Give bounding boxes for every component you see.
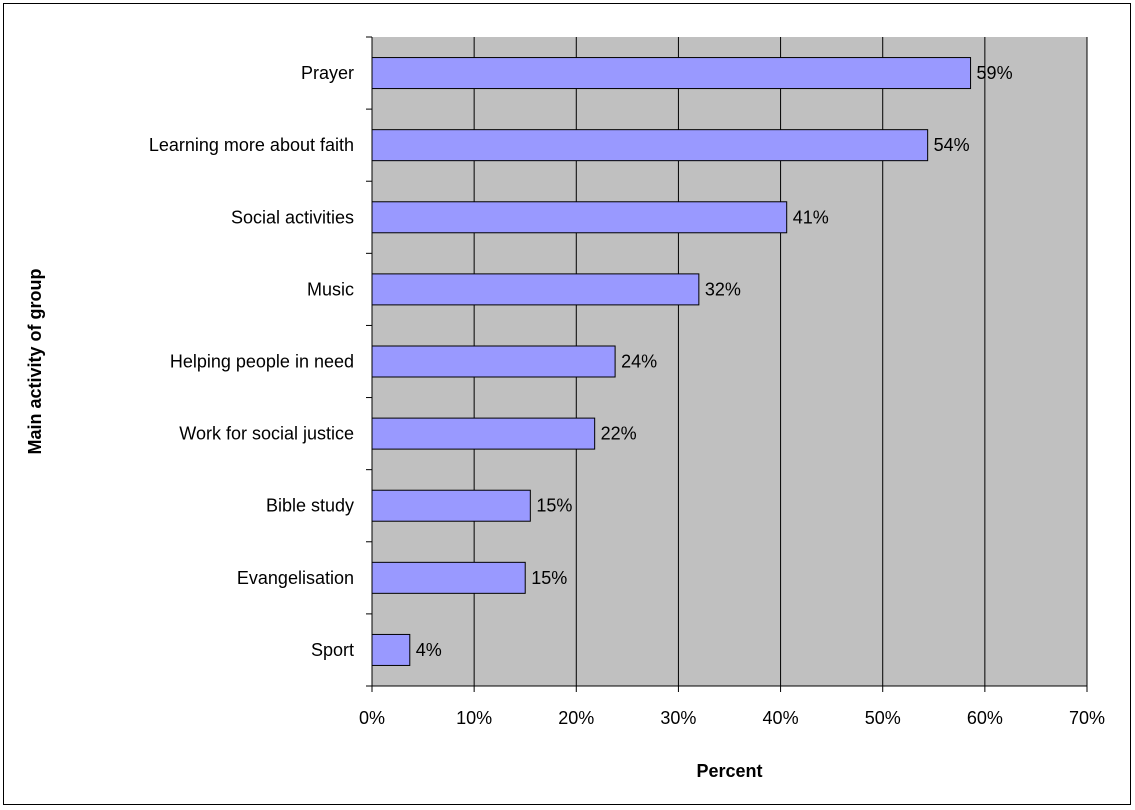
labels: 0% 10% 20% 30% 40% 50% 60% 70% Prayer 59% Learning…	[149, 63, 1105, 728]
category-label: Prayer	[301, 63, 354, 83]
category-label: Sport	[311, 640, 354, 660]
x-tick-label: 0%	[359, 708, 385, 728]
category-label: Helping people in need	[170, 352, 354, 372]
x-tick-label: 30%	[660, 708, 696, 728]
bar	[371, 129, 929, 162]
data-label: 24%	[621, 352, 657, 372]
category-label: Music	[307, 279, 354, 299]
category-label: Social activities	[231, 207, 354, 227]
data-label: 59%	[977, 63, 1013, 83]
category-label: Work for social justice	[179, 424, 354, 444]
data-label: 41%	[793, 207, 829, 227]
x-tick-label: 20%	[558, 708, 594, 728]
bar	[371, 273, 700, 306]
x-tick-label: 70%	[1069, 708, 1105, 728]
data-label: 4%	[416, 640, 442, 660]
bar	[371, 201, 788, 234]
x-axis-title: Percent	[696, 761, 762, 781]
x-tick-label: 10%	[456, 708, 492, 728]
bar	[371, 489, 531, 522]
data-label: 54%	[934, 135, 970, 155]
category-label: Evangelisation	[237, 568, 354, 588]
bar	[371, 345, 616, 378]
data-label: 32%	[705, 279, 741, 299]
bars	[371, 57, 972, 666]
bar	[371, 561, 526, 594]
axes	[366, 36, 1088, 692]
y-axis-title: Main activity of group	[25, 268, 45, 454]
bar	[371, 633, 411, 666]
data-label: 15%	[536, 496, 572, 516]
category-label: Learning more about faith	[149, 135, 354, 155]
bar	[371, 417, 596, 450]
x-tick-label: 40%	[763, 708, 799, 728]
bar	[371, 57, 972, 90]
data-label: 22%	[601, 424, 637, 444]
category-label: Bible study	[266, 496, 354, 516]
data-label: 15%	[531, 568, 567, 588]
x-tick-label: 50%	[865, 708, 901, 728]
x-tick-label: 60%	[967, 708, 1003, 728]
